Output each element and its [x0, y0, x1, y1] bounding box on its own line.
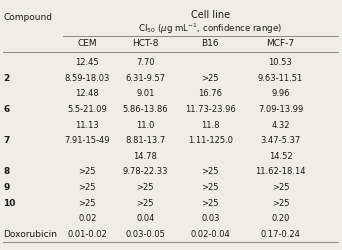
Text: 9.63-11.51: 9.63-11.51 [258, 74, 303, 83]
Text: >25: >25 [78, 168, 96, 176]
Text: HCT-8: HCT-8 [132, 39, 159, 48]
Text: B16: B16 [201, 39, 219, 48]
Text: >25: >25 [201, 183, 219, 192]
Text: >25: >25 [201, 74, 219, 83]
Text: Compound: Compound [3, 13, 52, 22]
Text: >25: >25 [78, 183, 96, 192]
Text: 5.5-21.09: 5.5-21.09 [67, 105, 107, 114]
Text: 12.48: 12.48 [75, 90, 99, 98]
Text: CI$_{50}$ ($\mu$g mL$^{-1}$, confidence range): CI$_{50}$ ($\mu$g mL$^{-1}$, confidence … [139, 22, 282, 36]
Text: 10.53: 10.53 [268, 58, 292, 67]
Text: 8: 8 [3, 168, 10, 176]
Text: 11.62-18.14: 11.62-18.14 [255, 168, 306, 176]
Text: 4.32: 4.32 [271, 121, 290, 130]
Text: 8.81-13.7: 8.81-13.7 [125, 136, 166, 145]
Text: 6.31-9.57: 6.31-9.57 [125, 74, 166, 83]
Text: 0.01-0.02: 0.01-0.02 [67, 230, 107, 239]
Text: >25: >25 [201, 168, 219, 176]
Text: 16.76: 16.76 [198, 90, 222, 98]
Text: 11.13: 11.13 [75, 121, 99, 130]
Text: 7: 7 [3, 136, 10, 145]
Text: Doxorubicin: Doxorubicin [3, 230, 57, 239]
Text: >25: >25 [272, 198, 289, 207]
Text: >25: >25 [136, 183, 154, 192]
Text: 0.04: 0.04 [136, 214, 155, 223]
Text: 0.03-0.05: 0.03-0.05 [126, 230, 165, 239]
Text: 5.86-13.86: 5.86-13.86 [122, 105, 168, 114]
Text: 9.78-22.33: 9.78-22.33 [122, 168, 168, 176]
Text: 14.52: 14.52 [268, 152, 292, 161]
Text: 9.01: 9.01 [136, 90, 155, 98]
Text: 0.17-0.24: 0.17-0.24 [261, 230, 300, 239]
Text: 7.70: 7.70 [136, 58, 155, 67]
Text: >25: >25 [201, 198, 219, 207]
Text: 0.03: 0.03 [201, 214, 220, 223]
Text: 11.8: 11.8 [201, 121, 220, 130]
Text: 0.02: 0.02 [78, 214, 96, 223]
Text: >25: >25 [136, 198, 154, 207]
Text: 1.11-125.0: 1.11-125.0 [188, 136, 233, 145]
Text: 8.59-18.03: 8.59-18.03 [65, 74, 110, 83]
Text: 0.20: 0.20 [271, 214, 290, 223]
Text: 9.96: 9.96 [271, 90, 290, 98]
Text: 6: 6 [3, 105, 10, 114]
Text: Cell line: Cell line [191, 10, 230, 20]
Text: 11.73-23.96: 11.73-23.96 [185, 105, 236, 114]
Text: 7.09-13.99: 7.09-13.99 [258, 105, 303, 114]
Text: 2: 2 [3, 74, 10, 83]
Text: MCF-7: MCF-7 [266, 39, 294, 48]
Text: 10: 10 [3, 198, 16, 207]
Text: 12.45: 12.45 [75, 58, 99, 67]
Text: >25: >25 [272, 183, 289, 192]
Text: 3.47-5.37: 3.47-5.37 [260, 136, 301, 145]
Text: 0.02-0.04: 0.02-0.04 [190, 230, 230, 239]
Text: 7.91-15-49: 7.91-15-49 [64, 136, 110, 145]
Text: CEM: CEM [77, 39, 97, 48]
Text: 14.78: 14.78 [133, 152, 157, 161]
Text: >25: >25 [78, 198, 96, 207]
Text: 11.0: 11.0 [136, 121, 155, 130]
Text: 9: 9 [3, 183, 10, 192]
